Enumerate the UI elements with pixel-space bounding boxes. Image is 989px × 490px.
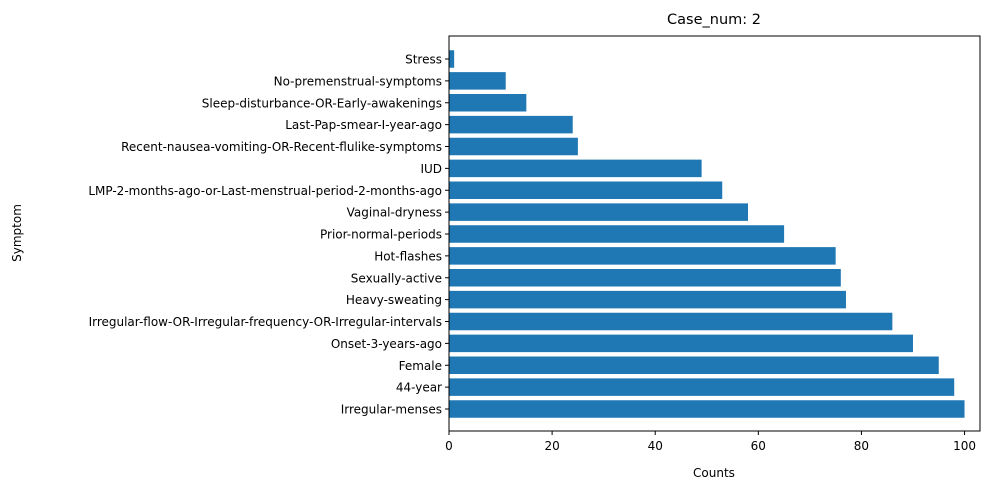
chart-title: Case_num: 2	[667, 12, 761, 28]
bar-15	[449, 72, 506, 90]
bar-14	[449, 94, 527, 112]
y-tick-label-4: Irregular-flow-OR-Irregular-frequency-OR…	[89, 315, 442, 329]
x-ticks-group: 0 20 40 60 80 100	[445, 431, 976, 453]
bar-7	[449, 247, 836, 265]
y-tick-label-2: Female	[399, 359, 442, 373]
y-tick-label-8: Prior-normal-periods	[320, 228, 442, 242]
bar-5	[449, 290, 846, 309]
bar-8	[449, 225, 785, 243]
x-tick-label-1: 20	[544, 439, 559, 453]
y-tick-label-15: No-premenstrual-symptoms	[274, 74, 442, 88]
y-tick-label-9: Vaginal-dryness	[347, 206, 442, 220]
y-axis-label: Symptom	[10, 204, 24, 262]
y-tick-label-11: IUD	[420, 162, 442, 176]
x-tick-label-5: 100	[953, 439, 976, 453]
y-tick-label-3: Onset-3-years-ago	[331, 337, 442, 351]
bar-9	[449, 203, 749, 221]
y-tick-label-14: Sleep-disturbance-OR-Early-awakenings	[202, 96, 442, 110]
bar-2	[449, 356, 939, 374]
y-tick-label-13: Last-Pap-smear-I-year-ago	[285, 118, 442, 132]
y-tick-label-10: LMP-2-months-ago-or-Last-menstrual-perio…	[88, 184, 442, 198]
x-tick-label-4: 80	[854, 439, 869, 453]
y-tick-label-12: Recent-nausea-vomiting-OR-Recent-flulike…	[121, 140, 442, 154]
bar-1	[449, 378, 955, 396]
y-tick-label-0: Irregular-menses	[341, 403, 442, 417]
bars-group	[449, 50, 965, 418]
bar-12	[449, 137, 578, 156]
y-tick-label-6: Sexually-active	[351, 271, 442, 285]
bar-16	[449, 50, 455, 68]
x-tick-label-2: 40	[648, 439, 663, 453]
y-tick-label-5: Heavy-sweating	[346, 293, 442, 307]
y-ticks-group: Irregular-menses 44-year Female Onset-3-yea…	[88, 53, 449, 417]
bar-11	[449, 159, 702, 178]
plot-frame	[448, 35, 981, 432]
x-tick-label-0: 0	[445, 439, 453, 453]
bar-13	[449, 115, 573, 134]
x-axis-label: Counts	[693, 466, 735, 480]
y-tick-label-16: Stress	[405, 53, 442, 67]
x-tick-label-3: 60	[751, 439, 766, 453]
bar-6	[449, 269, 841, 287]
y-tick-label-7: Hot-flashes	[374, 249, 442, 263]
bar-0	[449, 400, 965, 418]
y-tick-label-1: 44-year	[396, 381, 442, 395]
bar-4	[449, 312, 893, 331]
bar-3	[449, 334, 913, 353]
bar-10	[449, 181, 723, 199]
